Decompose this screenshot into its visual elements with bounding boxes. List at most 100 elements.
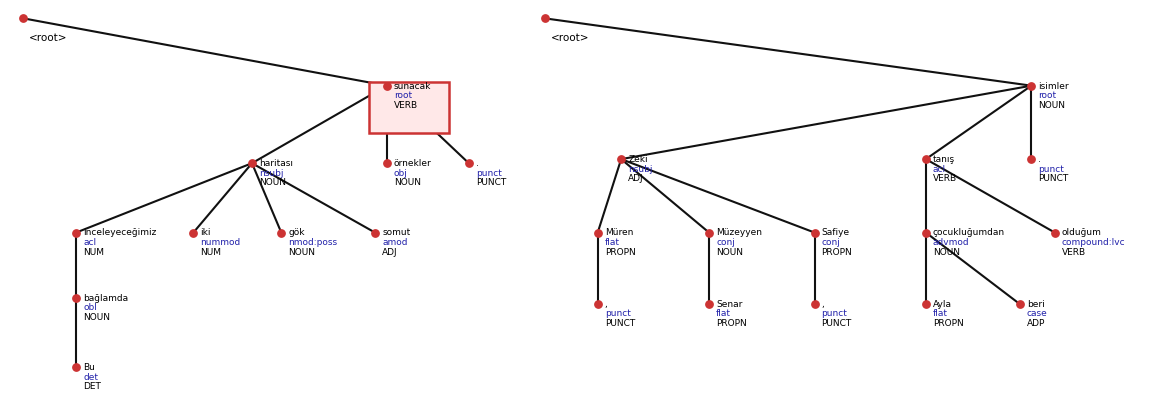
Text: örnekler: örnekler [394,159,431,168]
Text: acl: acl [933,165,946,174]
FancyBboxPatch shape [369,82,449,133]
Point [917,156,935,162]
Text: PROPN: PROPN [716,319,747,328]
Text: Müren: Müren [605,228,633,237]
Text: ,: , [605,300,607,309]
Point [805,229,824,236]
Text: flat: flat [716,310,731,319]
Text: sunacak: sunacak [394,82,431,91]
Text: haritası: haritası [259,159,293,168]
Text: NOUN: NOUN [259,178,286,187]
Text: ADP: ADP [1027,319,1045,328]
Text: advmod: advmod [933,238,969,247]
Text: NOUN: NOUN [83,313,110,322]
Text: çocukluğumdan: çocukluğumdan [933,228,1006,237]
Point [67,229,86,236]
Point [67,364,86,370]
Text: NOUN: NOUN [716,248,743,257]
Point [1010,301,1029,307]
Text: iki: iki [200,228,211,237]
Text: <root>: <root> [551,33,590,43]
Point [1022,156,1041,162]
Text: PROPN: PROPN [822,248,852,257]
Text: olduğum: olduğum [1062,228,1102,237]
Point [917,229,935,236]
Text: .: . [476,159,478,168]
Text: case: case [1027,310,1048,319]
Text: gök: gök [288,228,305,237]
Point [14,15,33,22]
Point [588,301,607,307]
Text: DET: DET [83,382,101,391]
Text: acl: acl [83,238,96,247]
Text: nsubj: nsubj [628,165,653,174]
Point [1045,229,1064,236]
Point [1022,82,1041,89]
Text: PUNCT: PUNCT [822,319,852,328]
Text: Bu: Bu [83,363,95,372]
Text: det: det [83,373,98,382]
Text: bağlamda: bağlamda [83,294,129,303]
Text: PUNCT: PUNCT [1038,174,1069,183]
Point [459,160,478,166]
Text: inceleyeceğimiz: inceleyeceğimiz [83,228,157,237]
Point [700,301,718,307]
Text: nmod:poss: nmod:poss [288,238,338,247]
Point [67,295,86,301]
Text: flat: flat [605,238,620,247]
Text: root: root [394,91,411,100]
Text: PROPN: PROPN [933,319,963,328]
Point [243,160,261,166]
Text: NUM: NUM [83,248,104,257]
Text: <root>: <root> [29,33,68,43]
Point [377,82,396,89]
Text: VERB: VERB [933,174,958,183]
Text: Müzeyyen: Müzeyyen [716,228,762,237]
Text: PUNCT: PUNCT [605,319,635,328]
Text: NUM: NUM [200,248,222,257]
Text: ADJ: ADJ [382,248,397,257]
Text: conj: conj [822,238,840,247]
Text: obl: obl [83,304,97,313]
Text: obj: obj [394,169,408,178]
Point [184,229,203,236]
Text: punct: punct [822,310,847,319]
Text: ADJ: ADJ [628,174,643,183]
Text: Ayla: Ayla [933,300,952,309]
Text: VERB: VERB [1062,248,1086,257]
Text: somut: somut [382,228,410,237]
Text: ,: , [822,300,824,309]
Text: Senar: Senar [716,300,743,309]
Text: VERB: VERB [394,101,418,110]
Text: NOUN: NOUN [394,178,421,187]
Text: NOUN: NOUN [1038,101,1065,110]
Text: beri: beri [1027,300,1044,309]
Text: PUNCT: PUNCT [476,178,506,187]
Text: tanış: tanış [933,155,955,164]
Text: isimler: isimler [1038,82,1069,91]
Point [805,301,824,307]
Point [272,229,291,236]
Point [366,229,384,236]
Point [588,229,607,236]
Text: nsubj: nsubj [259,169,284,178]
Text: conj: conj [716,238,735,247]
Text: flat: flat [933,310,948,319]
Text: punct: punct [476,169,502,178]
Text: NOUN: NOUN [288,248,315,257]
Point [377,160,396,166]
Text: root: root [1038,91,1056,100]
Text: Zeki: Zeki [628,155,648,164]
Text: .: . [1038,155,1041,164]
Text: nummod: nummod [200,238,240,247]
Point [536,15,554,22]
Text: punct: punct [605,310,631,319]
Text: NOUN: NOUN [933,248,960,257]
Text: Safiye: Safiye [822,228,850,237]
Text: amod: amod [382,238,408,247]
Text: compound:lvc: compound:lvc [1062,238,1125,247]
Point [700,229,718,236]
Text: punct: punct [1038,165,1064,174]
Point [612,156,631,162]
Point [917,301,935,307]
